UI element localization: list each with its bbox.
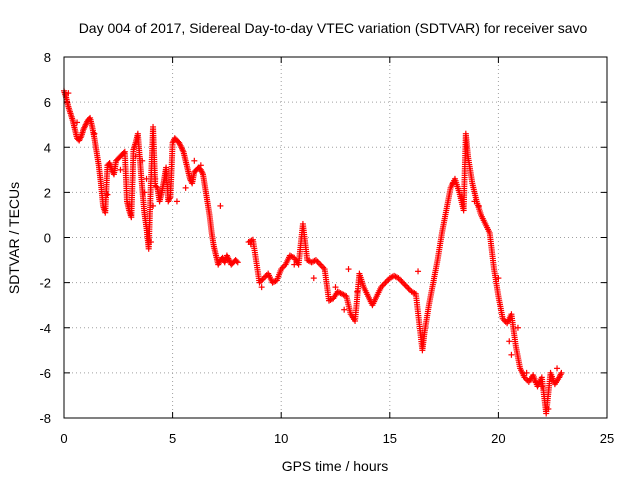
y-tick-label: 2 — [44, 185, 51, 200]
data-point — [345, 266, 352, 273]
x-tick-label: 0 — [60, 431, 67, 446]
data-point — [415, 268, 422, 275]
data-point — [247, 241, 254, 248]
data-point — [523, 369, 530, 376]
data-point — [147, 239, 154, 246]
data-point — [139, 157, 146, 164]
data-point — [153, 183, 160, 190]
data-point — [91, 130, 98, 137]
y-tick-labels: -8 -6 -4 -2 0 2 4 6 8 — [39, 50, 51, 426]
data-point — [132, 153, 139, 160]
data-point — [545, 405, 552, 412]
grid-lines — [64, 57, 607, 418]
data-point — [449, 180, 456, 187]
x-tick-label: 5 — [169, 431, 176, 446]
y-tick-label: 6 — [44, 95, 51, 110]
y-tick-label: -8 — [39, 411, 51, 426]
data-point — [65, 90, 72, 97]
data-point — [532, 378, 539, 385]
data-points — [61, 87, 565, 417]
y-tick-label: -2 — [39, 276, 51, 291]
axis-ticks — [63, 56, 608, 419]
y-axis-label: SDTVAR / TECUs — [6, 182, 22, 294]
data-point — [234, 259, 241, 266]
data-point — [173, 198, 180, 205]
data-point — [74, 119, 81, 126]
y-tick-label: 0 — [44, 231, 51, 246]
data-point — [475, 202, 482, 209]
data-point — [458, 193, 465, 200]
data-point — [197, 162, 204, 169]
data-point — [117, 166, 124, 173]
data-point — [495, 275, 502, 282]
data-point — [152, 175, 159, 182]
data-point — [558, 369, 565, 376]
data-point — [258, 284, 265, 291]
x-tick-labels: 0 5 10 15 20 25 — [60, 431, 614, 446]
data-point — [538, 383, 545, 390]
data-point — [150, 202, 157, 209]
data-point — [341, 306, 348, 313]
x-tick-label: 10 — [274, 431, 288, 446]
data-point — [310, 275, 317, 282]
data-point — [514, 324, 521, 331]
data-point — [354, 288, 361, 295]
data-point — [141, 189, 148, 196]
data-point — [291, 261, 298, 268]
data-point — [191, 157, 198, 164]
y-tick-label: 4 — [44, 140, 51, 155]
x-tick-label: 20 — [491, 431, 505, 446]
x-tick-label: 15 — [383, 431, 397, 446]
data-point — [104, 191, 111, 198]
data-point — [508, 351, 515, 358]
data-point — [554, 365, 561, 372]
data-point — [332, 284, 339, 291]
data-point — [120, 149, 127, 156]
data-point — [233, 258, 240, 265]
data-point — [143, 175, 150, 182]
data-point — [217, 202, 224, 209]
plot-frame — [63, 56, 608, 419]
x-tick-label: 25 — [600, 431, 614, 446]
y-tick-label: 8 — [44, 50, 51, 65]
y-tick-label: -6 — [39, 366, 51, 381]
chart-title: Day 004 of 2017, Sidereal Day-to-day VTE… — [79, 20, 588, 36]
data-point — [182, 184, 189, 191]
data-point — [471, 198, 478, 205]
y-tick-label: -4 — [39, 321, 51, 336]
data-point — [506, 338, 513, 345]
x-axis-label: GPS time / hours — [282, 458, 389, 474]
